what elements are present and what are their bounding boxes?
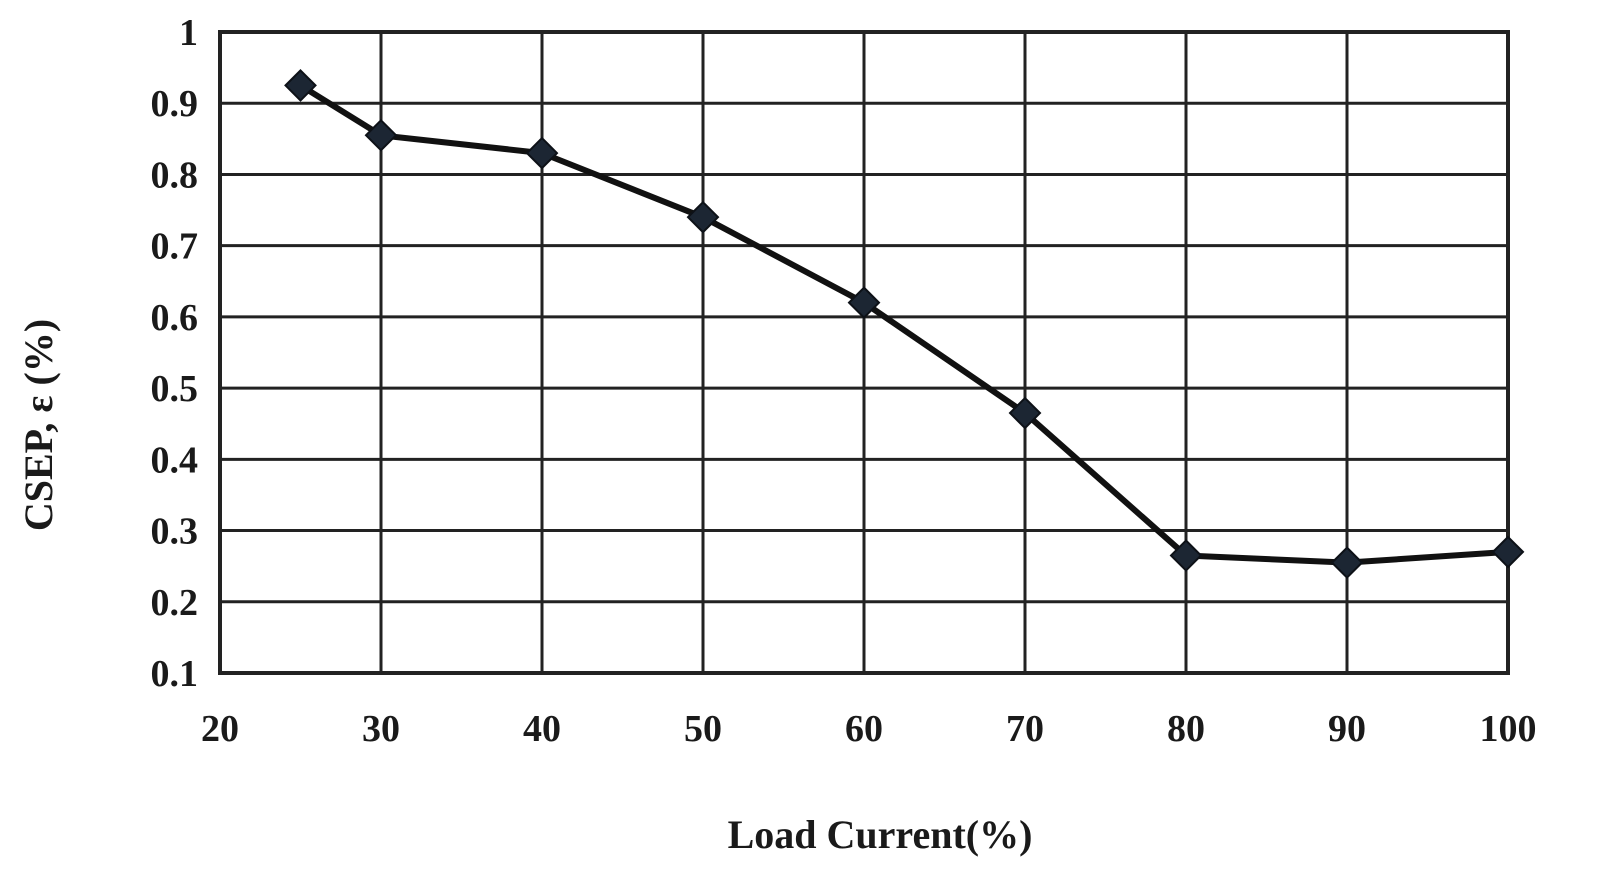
plot-frame [218, 30, 1510, 675]
grid [218, 30, 1510, 675]
x-tick-label: 50 [684, 708, 722, 750]
y-tick-label: 0.6 [151, 297, 199, 339]
y-tick-label: 0.7 [151, 226, 199, 268]
data-point-3 [686, 200, 720, 234]
data-point-7 [1330, 546, 1364, 580]
y-tick-label: 0.8 [151, 154, 199, 196]
x-tick-label: 60 [845, 708, 883, 750]
data-point-2 [525, 136, 559, 170]
y-tick-label: 0.5 [151, 368, 199, 410]
y-tick-label: 0.3 [151, 511, 199, 553]
x-tick-label: 30 [362, 708, 400, 750]
series-line [298, 82, 1509, 566]
data-point-4 [847, 286, 881, 320]
y-tick-label: 0.1 [151, 653, 199, 695]
data-point-1 [364, 118, 398, 152]
x-axis-label: Load Current(%) [728, 812, 1033, 857]
x-tick-label: 40 [523, 708, 561, 750]
y-tick-label: 0.2 [151, 582, 199, 624]
data-point-8 [1491, 535, 1525, 569]
series-markers [284, 69, 1525, 580]
y-axis-ticks: 0.1 0.2 0.3 0.4 0.5 0.6 0.7 0.8 0.9 1 [151, 12, 199, 695]
y-tick-label: 0.9 [151, 83, 199, 125]
data-point-5 [1008, 396, 1042, 430]
y-tick-label: 0.4 [151, 439, 199, 481]
x-tick-label: 70 [1006, 708, 1044, 750]
x-tick-label: 80 [1167, 708, 1205, 750]
x-tick-label: 100 [1480, 708, 1537, 750]
data-point-0 [284, 69, 317, 102]
x-tick-label: 90 [1328, 708, 1366, 750]
data-point-6 [1169, 539, 1203, 572]
y-tick-label: 1 [179, 12, 198, 54]
x-tick-label: 20 [201, 708, 239, 750]
x-axis-ticks: 20 30 40 50 60 70 80 90 100 [201, 708, 1537, 750]
y-axis-label: CSEP, ε (%) [16, 319, 61, 531]
